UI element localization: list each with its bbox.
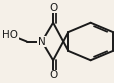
Text: O: O [49,70,57,80]
Text: N: N [38,37,45,46]
Text: HO: HO [2,30,18,40]
Text: O: O [49,3,57,13]
